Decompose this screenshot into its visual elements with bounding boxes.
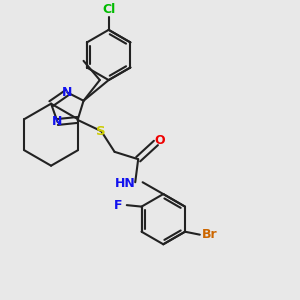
Text: Br: Br <box>202 228 218 241</box>
Text: Cl: Cl <box>102 3 115 16</box>
Text: O: O <box>154 134 165 146</box>
Text: HN: HN <box>115 177 135 190</box>
Text: F: F <box>114 199 123 212</box>
Text: N: N <box>52 116 63 128</box>
Text: N: N <box>62 86 73 99</box>
Text: S: S <box>97 125 106 138</box>
